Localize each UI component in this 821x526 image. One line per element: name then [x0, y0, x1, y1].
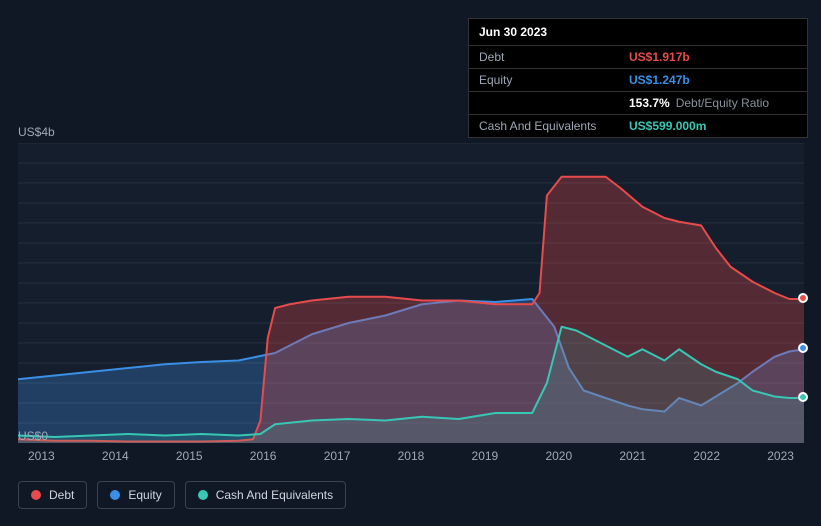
- series-marker: [798, 293, 808, 303]
- chart-tooltip: Jun 30 2023 DebtUS$1.917bEquityUS$1.247b…: [468, 18, 808, 138]
- tooltip-label: Equity: [479, 73, 629, 87]
- legend: Debt Equity Cash And Equivalents: [18, 481, 804, 509]
- x-tick-label: 2022: [693, 449, 720, 463]
- tooltip-row: 153.7%Debt/Equity Ratio: [469, 92, 807, 115]
- legend-dot-icon: [31, 490, 41, 500]
- tooltip-label: [479, 96, 629, 110]
- legend-dot-icon: [110, 490, 120, 500]
- tooltip-secondary: Debt/Equity Ratio: [676, 96, 769, 110]
- x-tick-label: 2014: [102, 449, 129, 463]
- x-tick-label: 2017: [324, 449, 351, 463]
- legend-label: Cash And Equivalents: [216, 488, 333, 502]
- tooltip-label: Debt: [479, 50, 629, 64]
- tooltip-value: 153.7%Debt/Equity Ratio: [629, 96, 769, 110]
- legend-item[interactable]: Cash And Equivalents: [185, 481, 346, 509]
- tooltip-date: Jun 30 2023: [469, 19, 807, 46]
- chart-container: US$4b US$0 20132014201520162017201820192…: [18, 125, 804, 509]
- x-tick-label: 2018: [398, 449, 425, 463]
- legend-dot-icon: [198, 490, 208, 500]
- x-tick-label: 2013: [28, 449, 55, 463]
- y-axis-zero-label: US$0: [18, 429, 48, 443]
- x-tick-label: 2020: [545, 449, 572, 463]
- series-marker: [798, 343, 808, 353]
- x-tick-label: 2016: [250, 449, 277, 463]
- x-axis: 2013 2014 2015 2016 2017 2018 2019 2020 2021 2022…: [18, 449, 804, 463]
- x-tick-label: 2015: [176, 449, 203, 463]
- x-tick-label: 2019: [472, 449, 499, 463]
- tooltip-value: US$1.247b: [629, 73, 690, 87]
- chart-plot: [18, 143, 804, 443]
- legend-item[interactable]: Equity: [97, 481, 174, 509]
- legend-label: Debt: [49, 488, 74, 502]
- legend-item[interactable]: Debt: [18, 481, 87, 509]
- tooltip-row: DebtUS$1.917b: [469, 46, 807, 69]
- tooltip-value: US$1.917b: [629, 50, 690, 64]
- y-axis-max-label: US$4b: [18, 125, 804, 139]
- x-tick-label: 2023: [767, 449, 794, 463]
- series-marker: [798, 392, 808, 402]
- tooltip-row: EquityUS$1.247b: [469, 69, 807, 92]
- legend-label: Equity: [128, 488, 161, 502]
- x-tick-label: 2021: [619, 449, 646, 463]
